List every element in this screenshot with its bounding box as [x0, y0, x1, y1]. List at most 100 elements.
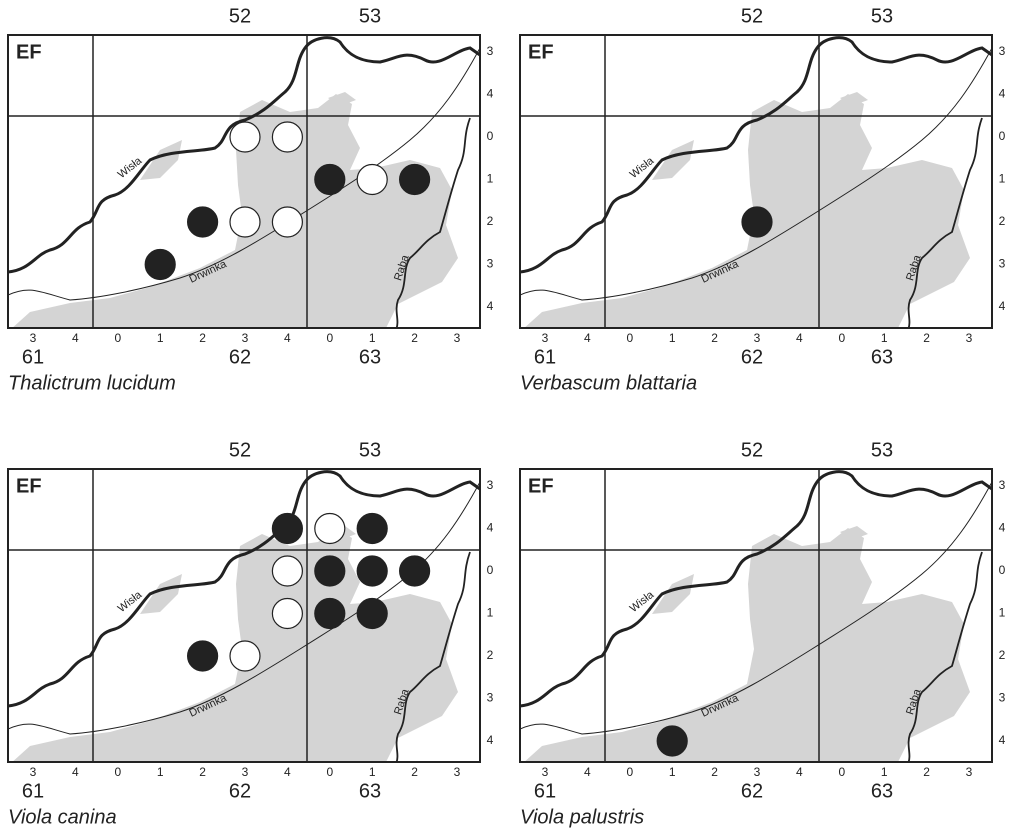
- record-confirmed: [187, 206, 219, 238]
- y-tick-label: 2: [999, 214, 1006, 228]
- x-tick-label: 4: [284, 765, 291, 779]
- base-map: [520, 35, 992, 330]
- record-confirmed: [144, 248, 176, 281]
- river-label: Wisła: [628, 588, 657, 615]
- x-tick-label: 0: [626, 331, 633, 345]
- y-tick-label: 4: [487, 733, 494, 747]
- species-title: Thalictrum lucidum: [8, 372, 176, 394]
- x-tick-label: 1: [369, 765, 376, 779]
- record-historic: [229, 121, 261, 153]
- record-historic: [229, 206, 261, 238]
- x-tick-label: 3: [30, 765, 37, 779]
- x-tick-label: 0: [626, 765, 633, 779]
- y-tick-label: 0: [999, 129, 1006, 143]
- bottom-label: 62: [741, 780, 763, 802]
- x-tick-label: 4: [796, 331, 803, 345]
- record-historic: [314, 512, 346, 545]
- y-tick-label: 0: [487, 129, 494, 143]
- top-label: 53: [359, 439, 381, 461]
- x-tick-label: 3: [454, 331, 461, 345]
- x-tick-label: 1: [881, 331, 888, 345]
- bottom-label: 63: [359, 780, 381, 802]
- species-title: Viola canina: [8, 806, 117, 828]
- record-historic: [356, 163, 388, 196]
- bottom-label: 62: [741, 346, 763, 368]
- y-tick-label: 4: [999, 521, 1006, 535]
- y-tick-label: 0: [999, 563, 1006, 577]
- record-confirmed: [356, 597, 388, 630]
- map-frame: [519, 34, 993, 329]
- record-confirmed: [741, 206, 773, 238]
- record-historic: [271, 121, 303, 153]
- x-tick-label: 0: [114, 331, 121, 345]
- x-tick-label: 1: [669, 331, 676, 345]
- top-label: 52: [229, 5, 251, 27]
- bottom-label: 61: [534, 346, 556, 368]
- x-tick-label: 0: [114, 765, 121, 779]
- record-confirmed: [271, 512, 303, 545]
- y-tick-label: 4: [999, 299, 1006, 313]
- x-tick-label: 2: [711, 331, 718, 345]
- x-tick-label: 1: [157, 331, 164, 345]
- map-frame: [7, 468, 481, 763]
- record-confirmed: [314, 597, 346, 630]
- x-tick-label: 4: [72, 765, 79, 779]
- x-tick-label: 3: [966, 331, 973, 345]
- y-tick-label: 3: [487, 257, 494, 271]
- y-tick-label: 1: [487, 172, 494, 186]
- x-tick-label: 2: [199, 765, 206, 779]
- bottom-label: 63: [871, 346, 893, 368]
- x-tick-label: 0: [838, 765, 845, 779]
- record-historic: [271, 597, 303, 630]
- y-tick-label: 1: [999, 172, 1006, 186]
- y-tick-label: 1: [999, 606, 1006, 620]
- y-tick-label: 3: [487, 691, 494, 705]
- river-label: Wisła: [116, 588, 145, 615]
- top-label: 52: [741, 5, 763, 27]
- y-tick-label: 3: [487, 478, 494, 492]
- x-tick-label: 2: [711, 765, 718, 779]
- y-tick-label: 4: [487, 299, 494, 313]
- base-map: [520, 469, 992, 764]
- x-tick-label: 4: [584, 331, 591, 345]
- x-tick-label: 3: [242, 765, 249, 779]
- y-tick-label: 3: [999, 44, 1006, 58]
- top-label: 52: [741, 439, 763, 461]
- x-tick-label: 2: [411, 331, 418, 345]
- record-confirmed: [314, 555, 346, 587]
- x-tick-label: 1: [369, 331, 376, 345]
- x-tick-label: 2: [411, 765, 418, 779]
- y-tick-label: 4: [999, 87, 1006, 101]
- record-historic: [271, 555, 303, 587]
- x-tick-label: 1: [881, 765, 888, 779]
- y-tick-label: 2: [487, 214, 494, 228]
- x-tick-label: 4: [584, 765, 591, 779]
- x-tick-label: 2: [923, 331, 930, 345]
- record-confirmed: [187, 640, 219, 672]
- x-tick-label: 3: [30, 331, 37, 345]
- top-label: 53: [871, 5, 893, 27]
- x-tick-label: 4: [796, 765, 803, 779]
- grid-code: EF: [16, 475, 42, 497]
- top-label: 53: [871, 439, 893, 461]
- x-tick-label: 3: [542, 765, 549, 779]
- x-tick-label: 1: [157, 765, 164, 779]
- map-frame: [7, 34, 481, 329]
- y-tick-label: 3: [487, 44, 494, 58]
- x-tick-label: 2: [199, 331, 206, 345]
- x-tick-label: 4: [72, 331, 79, 345]
- grid-code: EF: [528, 41, 554, 63]
- bottom-label: 61: [534, 780, 556, 802]
- record-confirmed: [356, 555, 388, 587]
- y-tick-label: 3: [999, 691, 1006, 705]
- y-tick-label: 0: [487, 563, 494, 577]
- record-confirmed: [399, 163, 431, 196]
- y-tick-label: 4: [487, 87, 494, 101]
- record-confirmed: [356, 512, 388, 545]
- species-title: Verbascum blattaria: [520, 372, 697, 394]
- x-tick-label: 3: [754, 765, 761, 779]
- bottom-label: 63: [871, 780, 893, 802]
